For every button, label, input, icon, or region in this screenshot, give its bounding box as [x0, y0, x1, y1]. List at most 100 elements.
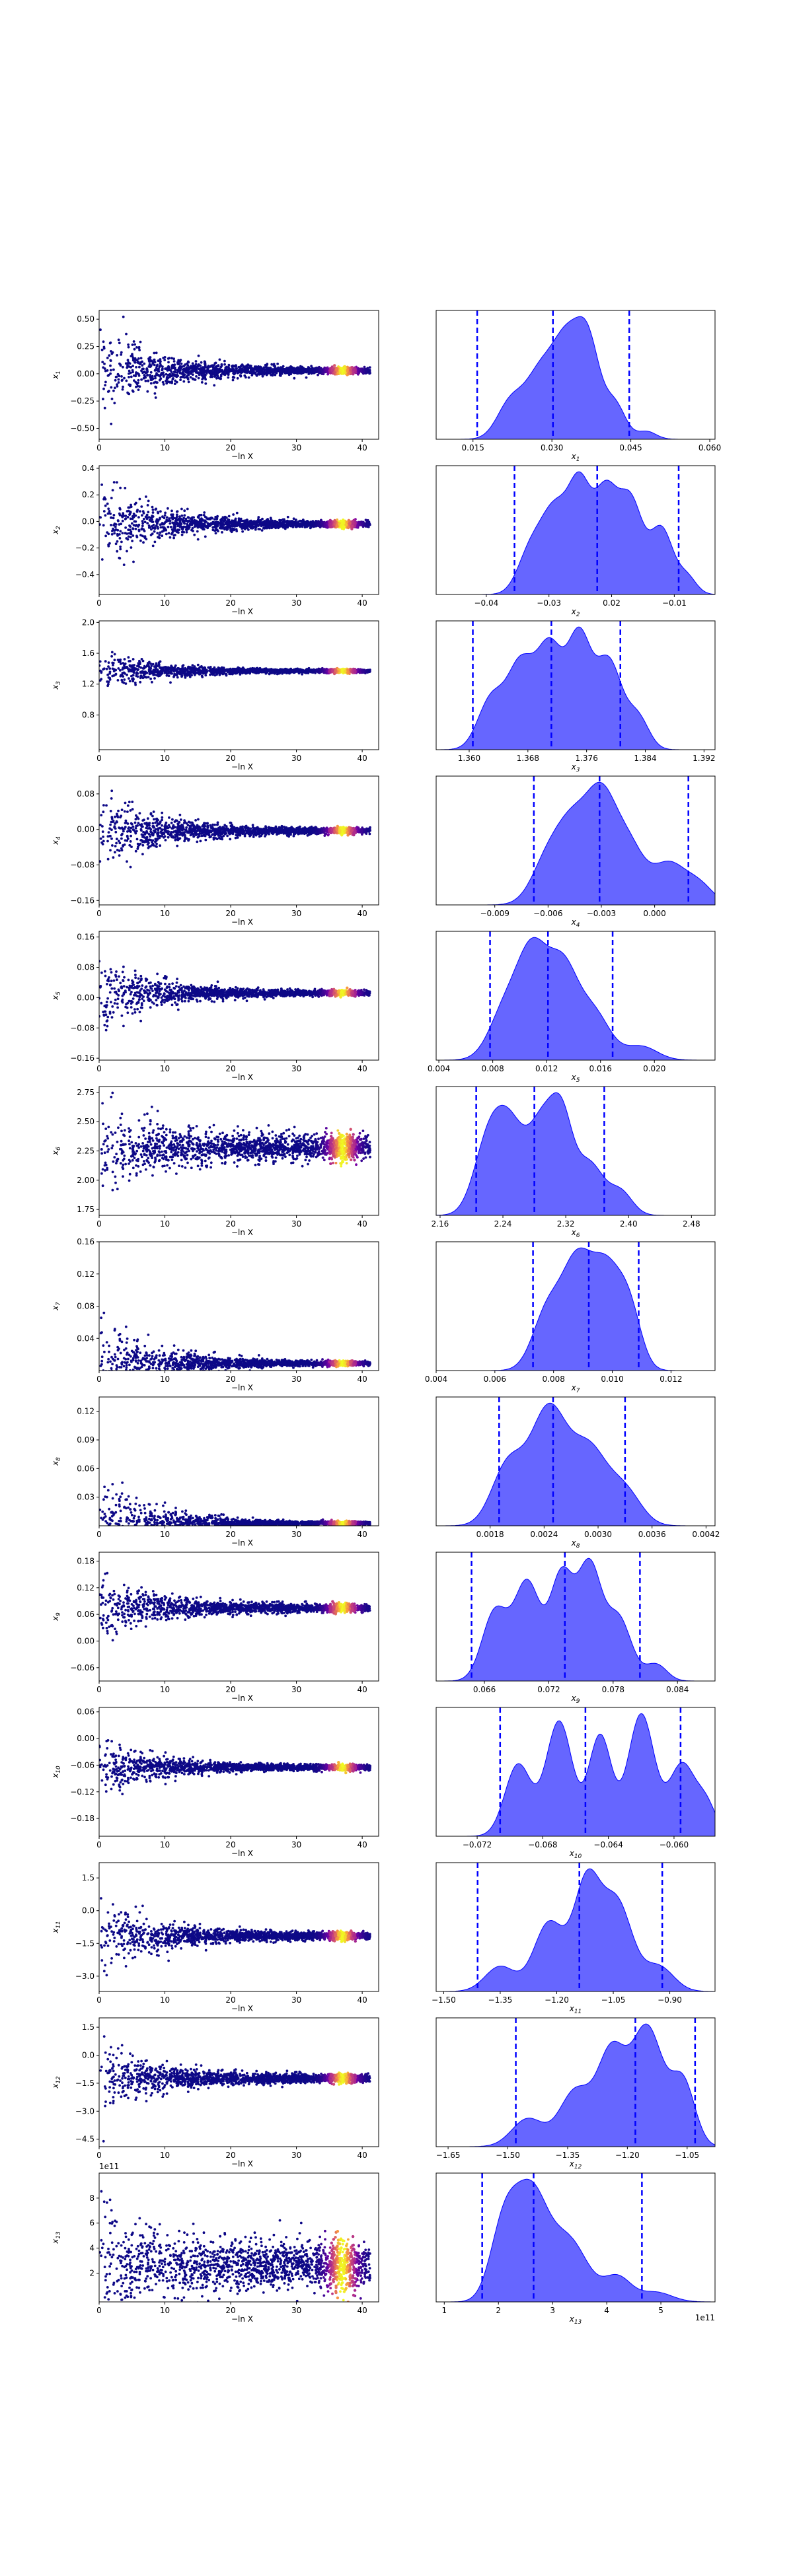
trace-point — [151, 544, 155, 548]
trace-point — [257, 516, 260, 519]
trace-point — [365, 669, 368, 672]
trace-point — [161, 530, 164, 533]
trace-point — [187, 380, 190, 384]
trace-point — [244, 371, 247, 374]
trace-point — [213, 518, 216, 521]
trace-point — [167, 507, 169, 510]
row-x2: 0 10 20 30 40−ln X−0.4−0.20.00.20.4x2−0.04 −0… — [51, 464, 716, 618]
trace-point — [149, 677, 153, 680]
trace-point — [191, 373, 194, 376]
trace-xtick-label: 30 — [291, 598, 301, 608]
trace-point — [111, 489, 114, 491]
trace-point — [196, 671, 198, 674]
trace-point — [136, 384, 139, 388]
trace-point — [301, 371, 304, 375]
trace-point — [293, 376, 296, 380]
trace-point — [182, 375, 185, 378]
trace-point — [132, 527, 134, 530]
trace-point — [143, 535, 146, 538]
trace-point — [348, 521, 352, 525]
trace-point — [215, 520, 218, 524]
trace-point — [108, 672, 112, 675]
trace-point — [169, 519, 172, 522]
trace-point — [163, 671, 167, 674]
trace-point — [108, 678, 112, 681]
trace-point — [258, 669, 261, 672]
trace-point — [342, 371, 346, 375]
trace-point — [301, 525, 304, 528]
trace-point — [153, 363, 156, 367]
trace-point — [178, 515, 181, 519]
trace-point — [134, 375, 137, 378]
trace-point — [165, 382, 169, 385]
trace-point — [127, 345, 130, 349]
trace-point — [104, 534, 108, 538]
trace-point — [307, 520, 309, 523]
trace-point — [101, 361, 104, 363]
trace-point — [233, 525, 237, 528]
trace-point — [323, 668, 326, 671]
trace-point — [310, 371, 313, 374]
trace-point — [247, 528, 250, 531]
trace-point — [204, 519, 207, 522]
trace-point — [117, 381, 120, 384]
trace-point — [277, 369, 280, 373]
trace-point — [151, 508, 155, 511]
trace-point — [236, 376, 239, 380]
trace-point — [172, 523, 176, 526]
trace-point — [218, 358, 221, 361]
trace-point — [159, 360, 162, 363]
trace-point — [191, 526, 194, 530]
trace-point — [204, 376, 207, 379]
trace-point — [130, 546, 133, 549]
trace-point — [126, 510, 129, 513]
trace-point — [116, 540, 119, 543]
trace-point — [120, 522, 123, 526]
trace-point — [270, 520, 273, 523]
trace-point — [137, 381, 139, 384]
trace-point — [267, 369, 270, 373]
trace-point — [216, 372, 219, 375]
trace-point — [165, 532, 168, 536]
trace-point — [124, 672, 126, 675]
trace-point — [267, 522, 270, 526]
trace-point — [159, 523, 162, 526]
trace-point — [272, 671, 274, 674]
trace-point — [155, 518, 159, 521]
trace-point — [118, 537, 122, 540]
kde-xtick-label: 0.015 — [462, 443, 484, 452]
trace-point — [229, 521, 232, 524]
trace-point — [293, 671, 296, 674]
trace-point — [122, 365, 124, 369]
trace-point — [169, 536, 172, 539]
trace-point — [209, 670, 213, 674]
trace-point — [133, 361, 137, 364]
trace-panel-x3: 0 10 20 30 40−ln X0.81.21.62.0x3 — [51, 618, 379, 771]
trace-point — [131, 369, 134, 372]
trace-point — [153, 392, 157, 395]
trace-point — [126, 538, 130, 541]
trace-point — [344, 522, 348, 526]
trace-point — [227, 376, 230, 379]
trace-point — [199, 666, 202, 668]
trace-point — [133, 520, 136, 523]
trace-point — [112, 670, 116, 672]
trace-panel-x2: 0 10 20 30 40−ln X−0.4−0.20.00.20.4x2 — [51, 464, 379, 616]
trace-point — [192, 367, 194, 371]
trace-point — [178, 528, 180, 531]
trace-point — [209, 673, 211, 676]
trace-point — [234, 365, 237, 368]
trace-point — [107, 507, 110, 511]
trace-point — [110, 398, 114, 400]
trace-point — [104, 380, 107, 384]
trace-point — [307, 670, 310, 674]
trace-point — [241, 668, 245, 670]
trace-point — [113, 653, 116, 656]
trace-point — [347, 372, 350, 375]
trace-point — [204, 374, 207, 377]
trace-point — [104, 504, 107, 507]
trace-point — [157, 670, 161, 673]
trace-point — [358, 367, 361, 371]
trace-point — [99, 669, 102, 672]
trace-point — [190, 519, 194, 522]
